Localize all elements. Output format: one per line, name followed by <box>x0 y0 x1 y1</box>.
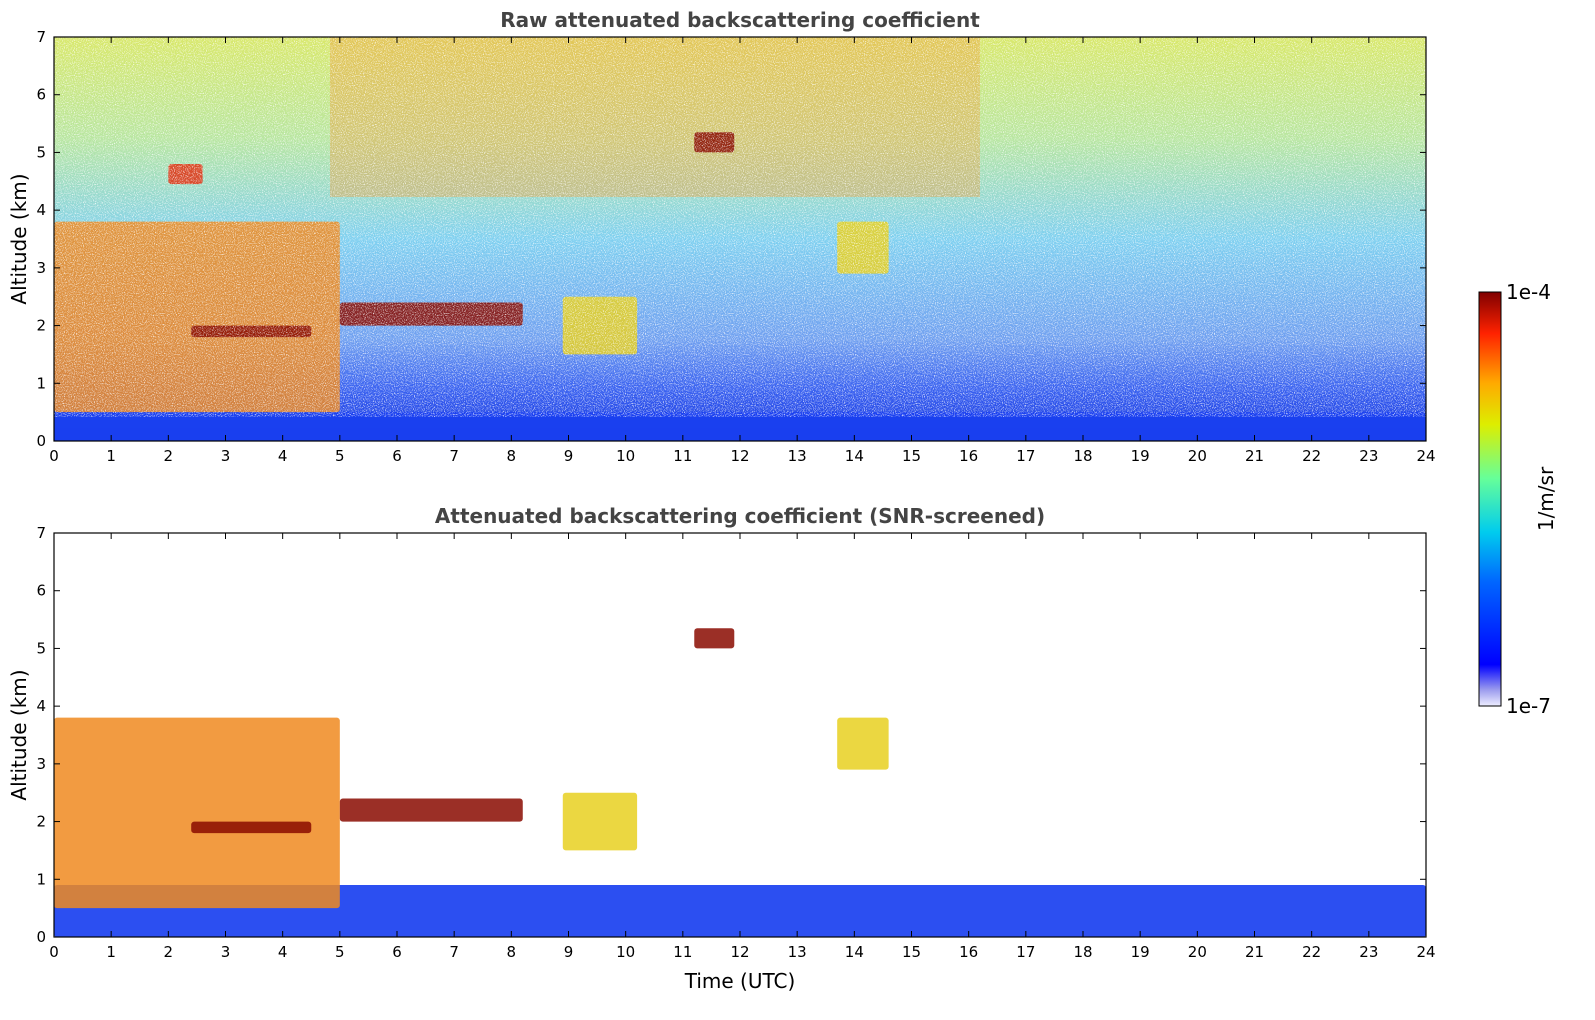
raw-x-tick-label: 19 <box>1131 447 1150 465</box>
raw-x-tick-label: 17 <box>1016 447 1035 465</box>
raw-y-axis-label: Altitude (km) <box>7 173 31 304</box>
raw-x-tick-label: 3 <box>221 447 231 465</box>
snr-x-tick-label: 19 <box>1131 943 1150 961</box>
raw-x-tick-label: 2 <box>164 447 174 465</box>
colorbar-gradient <box>1478 291 1502 707</box>
snr-x-tick-label: 4 <box>278 943 288 961</box>
x-axis-label: Time (UTC) <box>684 969 796 993</box>
snr-x-tick-label: 0 <box>49 943 59 961</box>
snr-x-tick-label: 23 <box>1359 943 1378 961</box>
raw-y-tick-label: 6 <box>36 86 46 104</box>
raw-x-tick-label: 8 <box>507 447 517 465</box>
snr-panel-title: Attenuated backscattering coefficient (S… <box>435 504 1045 528</box>
snr-y-tick-label: 2 <box>36 813 46 831</box>
snr-feature-1 <box>54 717 340 909</box>
snr-x-tick-label: 5 <box>335 943 345 961</box>
raw-backscatter-panel: Raw attenuated backscattering coefficien… <box>7 8 1436 465</box>
raw-x-tick-label: 12 <box>730 447 749 465</box>
raw-x-tick-label: 9 <box>564 447 574 465</box>
snr-x-tick-label: 24 <box>1416 943 1435 961</box>
raw-panel-title: Raw attenuated backscattering coefficien… <box>500 8 980 32</box>
raw-x-tick-label: 13 <box>788 447 807 465</box>
raw-noise-speckle <box>54 37 1426 417</box>
snr-x-tick-label: 17 <box>1016 943 1035 961</box>
raw-x-tick-label: 5 <box>335 447 345 465</box>
raw-x-ticks: 0 1 2 3 4 5 6 7 8 9 10 11 12 13 14 15 16 17 18 19 20 21 22 23 24 <box>49 37 1436 465</box>
snr-y-tick-label: 7 <box>36 524 46 542</box>
snr-x-tick-label: 7 <box>449 943 459 961</box>
raw-x-tick-label: 10 <box>616 447 635 465</box>
snr-x-tick-label: 13 <box>788 943 807 961</box>
snr-screened-panel: Attenuated backscattering coefficient (S… <box>7 504 1436 993</box>
raw-x-tick-label: 1 <box>106 447 116 465</box>
raw-x-tick-label: 18 <box>1073 447 1092 465</box>
snr-x-tick-label: 9 <box>564 943 574 961</box>
raw-y-tick-label: 4 <box>36 201 46 219</box>
snr-y-tick-label: 0 <box>36 928 46 946</box>
raw-y-tick-label: 3 <box>36 259 46 277</box>
snr-y-tick-label: 6 <box>36 582 46 600</box>
snr-x-ticks: 0 1 2 3 4 5 6 7 8 9 10 11 12 13 14 15 16 17 18 19 20 21 22 23 24 <box>49 533 1436 961</box>
raw-x-tick-label: 20 <box>1188 447 1207 465</box>
snr-x-tick-label: 16 <box>959 943 978 961</box>
snr-x-tick-label: 22 <box>1302 943 1321 961</box>
snr-x-tick-label: 11 <box>673 943 692 961</box>
raw-feature-0 <box>54 412 1426 441</box>
snr-x-tick-label: 10 <box>616 943 635 961</box>
colorbar-unit-label: 1/m/sr <box>1534 466 1558 531</box>
raw-x-tick-label: 0 <box>49 447 59 465</box>
snr-x-tick-label: 1 <box>106 943 116 961</box>
raw-y-tick-label: 0 <box>36 432 46 450</box>
raw-y-tick-label: 7 <box>36 28 46 46</box>
raw-x-tick-label: 22 <box>1302 447 1321 465</box>
raw-x-tick-label: 6 <box>392 447 402 465</box>
snr-x-tick-label: 18 <box>1073 943 1092 961</box>
snr-x-tick-label: 2 <box>164 943 174 961</box>
snr-x-tick-label: 8 <box>507 943 517 961</box>
colorbar-max-label: 1e-4 <box>1506 280 1551 304</box>
snr-feature-6 <box>562 792 638 851</box>
raw-x-tick-label: 16 <box>959 447 978 465</box>
raw-y-ticks: 0 1 2 3 4 5 6 7 <box>36 28 1426 450</box>
snr-x-tick-label: 12 <box>730 943 749 961</box>
raw-y-tick-label: 1 <box>36 374 46 392</box>
snr-feature-0 <box>54 885 1426 937</box>
snr-y-tick-label: 5 <box>36 639 46 657</box>
snr-y-ticks: 0 1 2 3 4 5 6 7 <box>36 524 1426 946</box>
colorbar: 1e-4 1e-7 1/m/sr <box>1478 280 1558 718</box>
snr-feature-5 <box>837 717 889 770</box>
raw-x-tick-label: 11 <box>673 447 692 465</box>
raw-x-tick-label: 23 <box>1359 447 1378 465</box>
colorbar-min-label: 1e-7 <box>1506 694 1551 718</box>
snr-feature-2 <box>191 821 312 834</box>
raw-x-tick-label: 15 <box>902 447 921 465</box>
snr-y-tick-label: 3 <box>36 755 46 773</box>
raw-x-tick-label: 7 <box>449 447 459 465</box>
snr-feature-4 <box>694 628 735 649</box>
raw-y-tick-label: 5 <box>36 143 46 161</box>
snr-x-tick-label: 14 <box>845 943 864 961</box>
raw-y-tick-label: 2 <box>36 317 46 335</box>
snr-y-axis-label: Altitude (km) <box>7 669 31 800</box>
snr-x-tick-label: 21 <box>1245 943 1264 961</box>
snr-x-tick-label: 3 <box>221 943 231 961</box>
snr-x-tick-label: 15 <box>902 943 921 961</box>
snr-y-tick-label: 1 <box>36 870 46 888</box>
raw-x-tick-label: 21 <box>1245 447 1264 465</box>
snr-x-tick-label: 20 <box>1188 943 1207 961</box>
snr-x-tick-label: 6 <box>392 943 402 961</box>
snr-heatmap-features <box>54 628 1426 937</box>
raw-x-tick-label: 24 <box>1416 447 1435 465</box>
raw-x-tick-label: 4 <box>278 447 288 465</box>
snr-feature-3 <box>339 798 523 822</box>
raw-x-tick-label: 14 <box>845 447 864 465</box>
snr-y-tick-label: 4 <box>36 697 46 715</box>
